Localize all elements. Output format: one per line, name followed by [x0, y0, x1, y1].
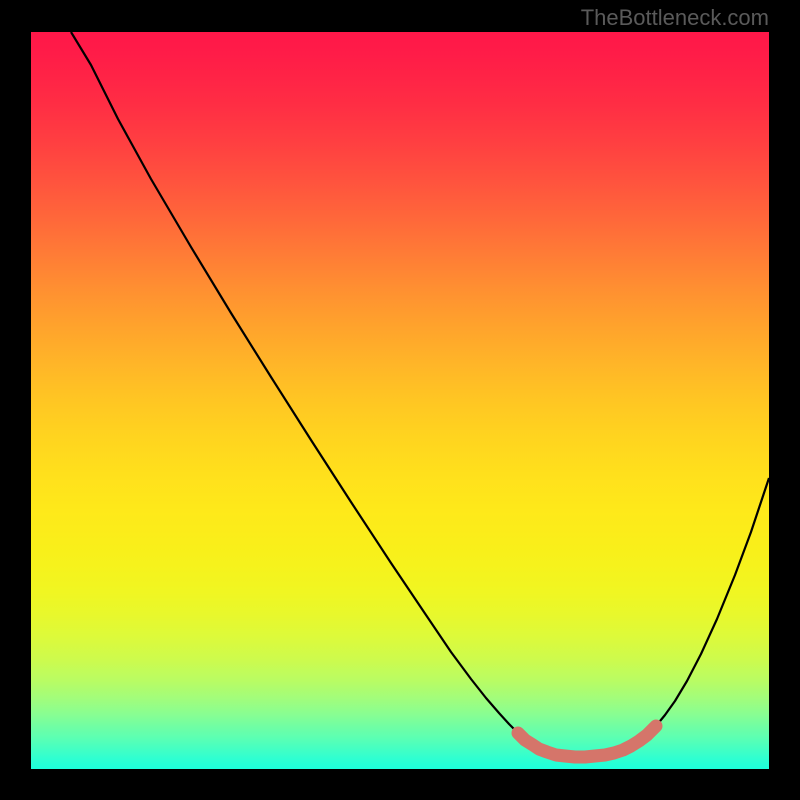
- highlight-layer: [31, 32, 769, 769]
- bottleneck-highlight: [518, 726, 656, 757]
- plot-area: [31, 32, 769, 769]
- watermark-text: TheBottleneck.com: [581, 5, 769, 31]
- chart-container: TheBottleneck.com: [0, 0, 800, 800]
